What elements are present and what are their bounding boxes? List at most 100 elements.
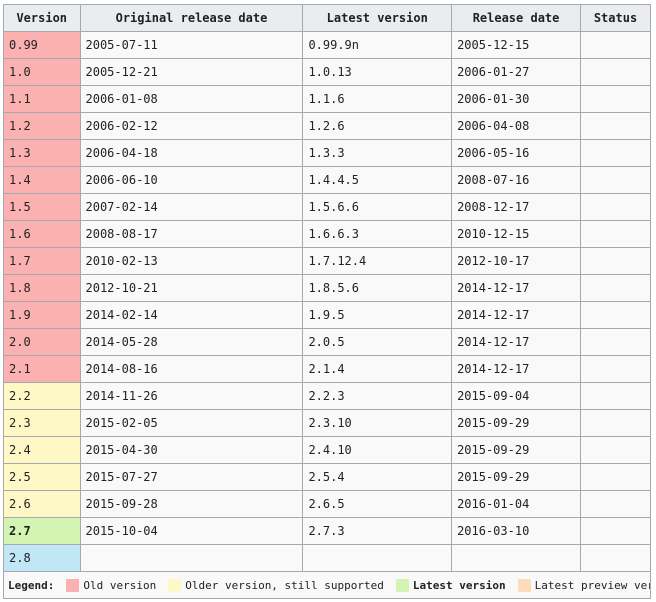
cell-release-date: 2008-07-16 [451,166,582,194]
cell-status [580,58,651,86]
cell-original-release-date: 2006-06-10 [79,166,304,194]
cell-latest-version: 1.2.6 [302,112,453,140]
cell-latest-version: 2.7.3 [302,517,453,545]
legend-item: Older version, still supported [168,578,384,592]
table-row: 2.5 2015-07-27 2.5.4 2015-09-29 [3,463,651,491]
table-row: 2.7 2015-10-04 2.7.3 2016-03-10 [3,517,651,545]
cell-release-date: 2005-12-15 [451,31,582,59]
cell-version: 2.7 [3,517,81,545]
cell-latest-version: 1.4.4.5 [302,166,453,194]
header-original-release-date: Original release date [79,4,304,32]
cell-version: 1.7 [3,247,81,275]
cell-release-date: 2006-01-27 [451,58,582,86]
cell-original-release-date: 2015-10-04 [79,517,304,545]
cell-status [580,355,651,383]
legend-label: Latest preview version [534,578,650,592]
cell-status [580,247,651,275]
cell-original-release-date: 2006-04-18 [79,139,304,167]
header-latest-version: Latest version [302,4,453,32]
cell-release-date: 2006-01-30 [451,85,582,113]
cell-version: 1.8 [3,274,81,302]
cell-latest-version: 1.7.12.4 [302,247,453,275]
cell-status [580,274,651,302]
cell-latest-version: 2.1.4 [302,355,453,383]
cell-version: 2.8 [3,544,81,572]
cell-version: 1.6 [3,220,81,248]
old-version-swatch [66,578,80,592]
table-row: 2.1 2014-08-16 2.1.4 2014-12-17 [3,355,651,383]
legend-title: Legend: [8,578,55,592]
header-version: Version [3,4,81,32]
cell-original-release-date: 2007-02-14 [79,193,304,221]
table-row: 2.0 2014-05-28 2.0.5 2014-12-17 [3,328,651,356]
cell-version: 1.0 [3,58,81,86]
cell-version: 2.2 [3,382,81,410]
cell-latest-version: 2.6.5 [302,490,453,518]
legend-item: Old version [66,578,156,592]
cell-release-date [451,544,582,572]
cell-original-release-date: 2015-07-27 [79,463,304,491]
table-row: 2.8 [3,544,651,572]
cell-release-date: 2015-09-29 [451,436,582,464]
cell-version: 0.99 [3,31,81,59]
cell-original-release-date: 2015-04-30 [79,436,304,464]
cell-status [580,31,651,59]
cell-latest-version: 2.3.10 [302,409,453,437]
cell-status [580,517,651,545]
cell-version: 2.1 [3,355,81,383]
cell-version: 2.0 [3,328,81,356]
legend: Legend: Old version Older version, still … [8,578,650,592]
cell-version: 1.4 [3,166,81,194]
cell-original-release-date: 2014-02-14 [79,301,304,329]
legend-label: Older version, still supported [185,578,384,592]
cell-latest-version: 2.2.3 [302,382,453,410]
cell-original-release-date: 2014-05-28 [79,328,304,356]
table-row: 1.5 2007-02-14 1.5.6.6 2008-12-17 [3,193,651,221]
cell-status [580,301,651,329]
cell-release-date: 2014-12-17 [451,328,582,356]
cell-version: 1.2 [3,112,81,140]
cell-status [580,382,651,410]
cell-status [580,85,651,113]
cell-latest-version: 1.8.5.6 [302,274,453,302]
cell-release-date: 2014-12-17 [451,301,582,329]
cell-original-release-date: 2015-02-05 [79,409,304,437]
preview-version-swatch [517,578,531,592]
cell-status [580,409,651,437]
cell-version: 2.6 [3,490,81,518]
cell-release-date: 2016-01-04 [451,490,582,518]
legend-label: Latest version [412,578,506,592]
cell-status [580,193,651,221]
cell-release-date: 2014-12-17 [451,274,582,302]
cell-original-release-date: 2014-11-26 [79,382,304,410]
table-row: 1.4 2006-06-10 1.4.4.5 2008-07-16 [3,166,651,194]
table-body: 0.99 2005-07-11 0.99.9n 2005-12-15 1.0 2005-1… [3,31,651,572]
cell-status [580,166,651,194]
header-release-date: Release date [451,4,582,32]
header-status: Status [580,4,651,32]
cell-latest-version: 2.4.10 [302,436,453,464]
cell-latest-version: 1.1.6 [302,85,453,113]
table-row: 2.6 2015-09-28 2.6.5 2016-01-04 [3,490,651,518]
cell-latest-version: 1.9.5 [302,301,453,329]
cell-latest-version: 1.6.6.3 [302,220,453,248]
cell-release-date: 2006-05-16 [451,139,582,167]
cell-release-date: 2015-09-04 [451,382,582,410]
legend-item: Latest version [395,578,506,592]
cell-original-release-date: 2012-10-21 [79,274,304,302]
table-row: 1.2 2006-02-12 1.2.6 2006-04-08 [3,112,651,140]
cell-latest-version: 1.0.13 [302,58,453,86]
cell-original-release-date: 2008-08-17 [79,220,304,248]
cell-status [580,490,651,518]
cell-status [580,463,651,491]
table-row: 1.3 2006-04-18 1.3.3 2006-05-16 [3,139,651,167]
table-row: 1.0 2005-12-21 1.0.13 2006-01-27 [3,58,651,86]
cell-original-release-date [79,544,304,572]
table-row: 1.8 2012-10-21 1.8.5.6 2014-12-17 [3,274,651,302]
cell-version: 2.3 [3,409,81,437]
cell-version: 1.9 [3,301,81,329]
cell-version: 1.1 [3,85,81,113]
table-row: 1.6 2008-08-17 1.6.6.3 2010-12-15 [3,220,651,248]
table-header-row: Version Original release date Latest ver… [3,4,651,32]
